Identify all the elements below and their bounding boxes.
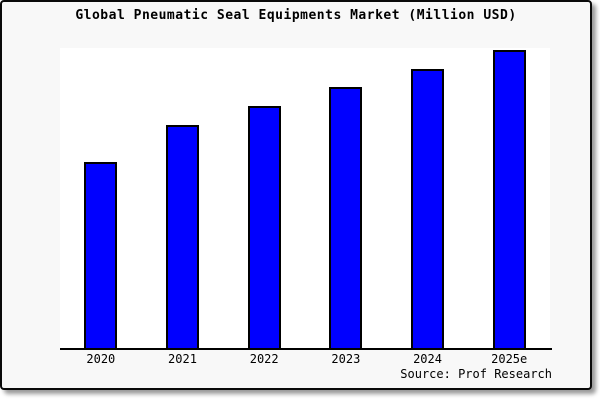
x-tick-label-2025e: 2025e (491, 352, 528, 366)
bar-2023 (329, 87, 363, 350)
x-tick-label-2021: 2021 (168, 352, 197, 366)
plot-area (60, 48, 550, 350)
bar-2022 (247, 106, 281, 350)
x-axis-labels: 2020 2021 2022 2023 2024 2025e (60, 352, 550, 366)
bar-slot-2022 (223, 48, 305, 350)
bar-slot-2023 (305, 48, 387, 350)
x-tick-label-2022: 2022 (249, 352, 279, 366)
bar-2024 (411, 69, 445, 350)
bar-2020 (84, 162, 118, 350)
x-tick-label-2020: 2020 (86, 352, 116, 366)
chart-title: Global Pneumatic Seal Equipments Market … (75, 8, 517, 23)
source-credit: Source: Prof Research (400, 367, 552, 381)
x-tick-label-2023: 2023 (331, 352, 361, 366)
bar-slot-2025e (468, 48, 550, 350)
bar-slot-2020 (60, 48, 142, 350)
bar-2025e (492, 50, 526, 350)
bar-slot-2024 (387, 48, 469, 350)
x-tick-label-2024: 2024 (413, 352, 442, 366)
bar-2021 (166, 125, 199, 350)
x-axis-line (60, 348, 552, 350)
bars-container (60, 48, 550, 350)
bar-slot-2021 (142, 48, 224, 350)
